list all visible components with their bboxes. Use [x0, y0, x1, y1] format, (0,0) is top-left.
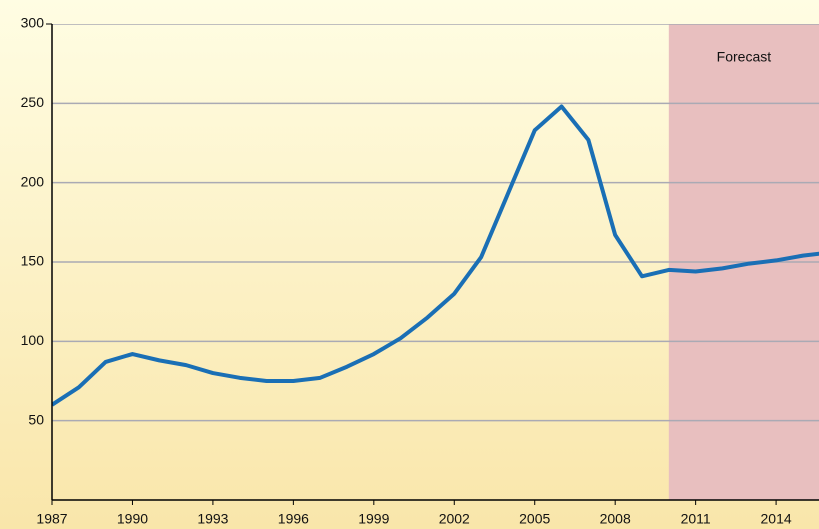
y-tick-label: 200 [21, 173, 45, 189]
y-tick-label: 100 [21, 332, 45, 348]
y-tick-label: 150 [21, 253, 45, 269]
x-tick-label: 2008 [600, 511, 631, 527]
y-tick-label: 250 [21, 94, 45, 110]
x-tick-label: 2011 [681, 511, 711, 527]
data-line [52, 104, 819, 407]
x-tick-label: 2014 [761, 511, 792, 527]
plot-area [52, 24, 819, 500]
x-tick-label: 1999 [358, 511, 389, 527]
forecast-label: Forecast [717, 49, 772, 65]
y-tick-label: 50 [28, 411, 44, 427]
x-tick-label: 1993 [197, 511, 228, 527]
axes: Forecast 50 100 150 200 250 300 1987 1990 1993 199… [21, 15, 819, 527]
x-tick-label: 1996 [278, 511, 309, 527]
x-tick-label: 1987 [36, 511, 67, 527]
x-tick-label: 2005 [519, 511, 550, 527]
y-tick-label: 300 [21, 15, 45, 31]
x-tick-label: 2002 [439, 511, 470, 527]
x-tick-label: 1990 [117, 511, 148, 527]
